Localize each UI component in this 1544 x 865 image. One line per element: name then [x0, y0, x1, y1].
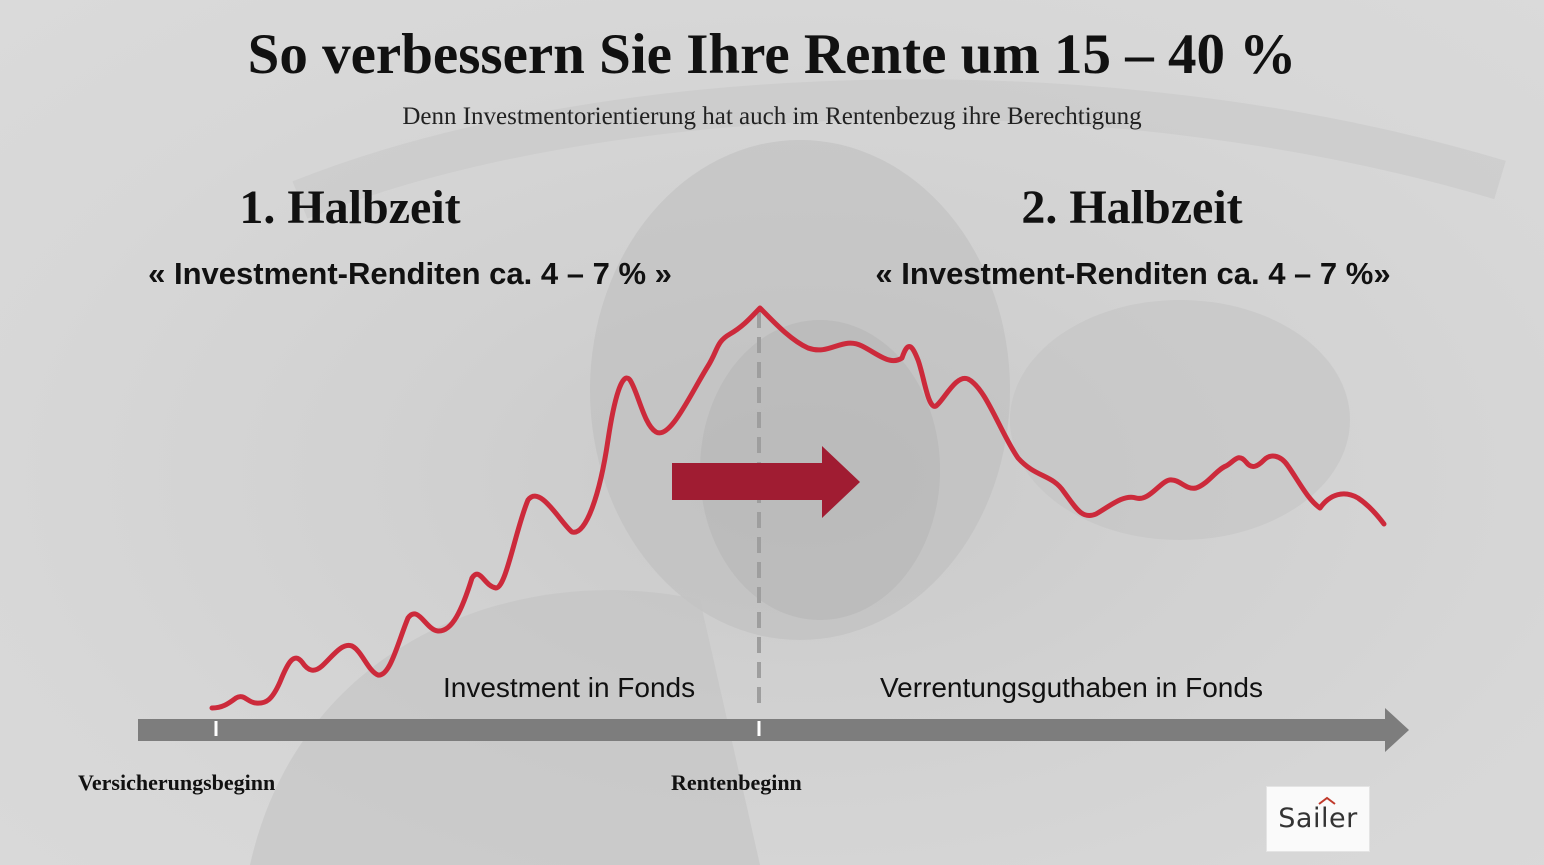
second-half-title: 2. Halbzeit	[1021, 181, 1243, 234]
page-title: So verbessern Sie Ihre Rente um 15 – 40 …	[247, 23, 1297, 86]
page-subtitle: Denn Investmentorientierung hat auch im …	[402, 103, 1142, 130]
wealth-curve	[209, 305, 1387, 711]
logo-text: Sailer	[1278, 803, 1358, 834]
timeline-arrow	[138, 708, 1409, 752]
first-half-title: 1. Halbzeit	[239, 181, 461, 234]
insurance-start-label: Versicherungsbeginn	[78, 770, 276, 795]
transition-arrow	[672, 446, 860, 518]
logo-roof-icon	[1318, 796, 1336, 805]
investment-phase-label: Investment in Fonds	[443, 672, 696, 703]
sailer-logo: Sailer	[1266, 786, 1370, 852]
first-half-returns: « Investment-Renditen ca. 4 – 7 % »	[148, 256, 672, 291]
payout-phase-label: Verrentungsguthaben in Fonds	[880, 672, 1263, 703]
second-half-returns: « Investment-Renditen ca. 4 – 7 %»	[875, 256, 1391, 291]
pension-start-label: Rentenbeginn	[671, 770, 802, 795]
